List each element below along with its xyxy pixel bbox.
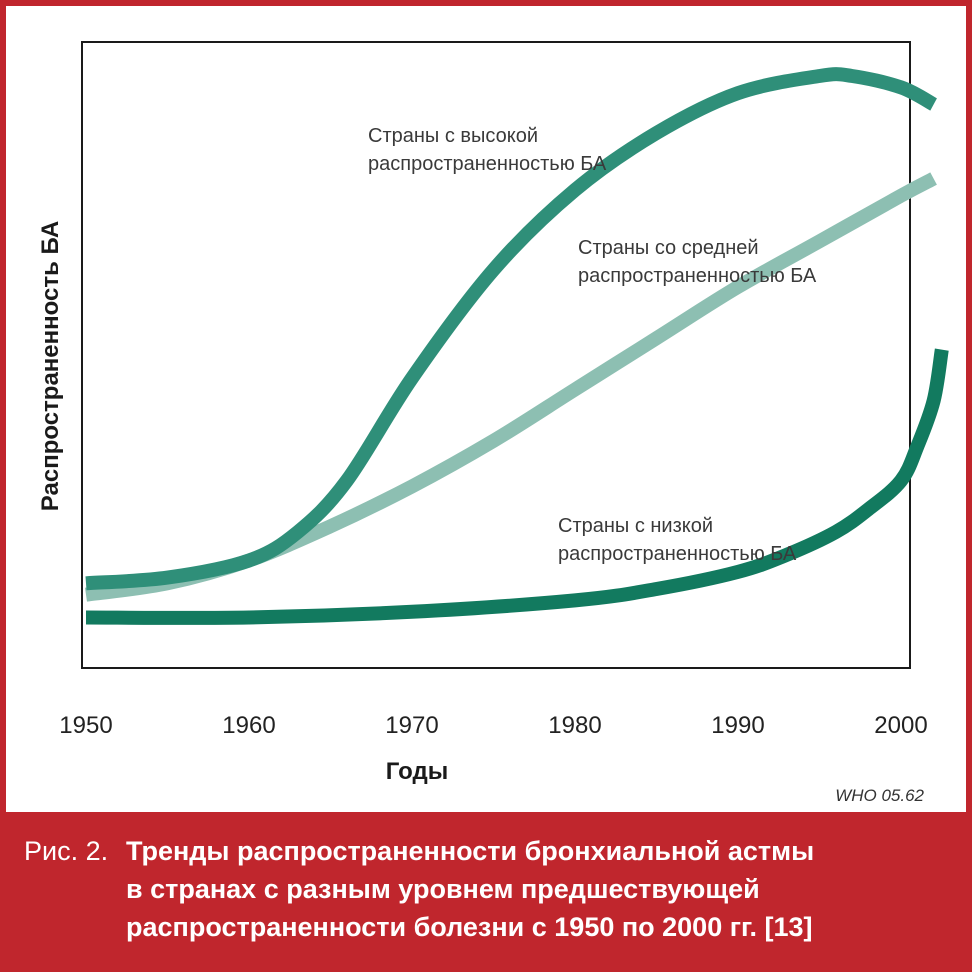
caption-line-1: Рис. 2. Тренды распространенности бронхиа… — [24, 832, 954, 870]
x-axis-label: Годы — [386, 758, 448, 785]
plot-border — [81, 41, 911, 669]
series-label-low-2: распространенностью БА — [558, 543, 797, 565]
x-tick-label-2000: 2000 — [874, 712, 927, 739]
series-line-medium — [85, 172, 937, 602]
x-tick-label-1950: 1950 — [59, 712, 112, 739]
caption-prefix: Рис. 2. — [24, 836, 109, 866]
caption-line-3: распространенности болезни с 1950 по 200… — [24, 908, 954, 946]
x-tick-label-1960: 1960 — [222, 712, 275, 739]
series-label-medium-1: Страны со средней — [578, 237, 759, 259]
x-tick-label-1970: 1970 — [385, 712, 438, 739]
caption-text-1: Тренды распространенности бронхиальной а… — [126, 836, 815, 866]
series-label-high-2: распространенностью БА — [368, 153, 607, 175]
series-label-medium-2: распространенностью БА — [578, 265, 817, 287]
series-line-low — [85, 348, 949, 625]
caption-text-3: распространенности болезни с 1950 по 200… — [126, 912, 813, 942]
chart-area: Страны с высокой распространенностью БА Ст… — [6, 6, 966, 812]
figure-caption: Рис. 2. Тренды распространенности бронхиа… — [24, 832, 954, 946]
x-tick-label-1990: 1990 — [711, 712, 764, 739]
x-tick-label-1980: 1980 — [548, 712, 601, 739]
y-axis-label: Распространенность БА — [37, 221, 64, 511]
series-line-high — [85, 67, 938, 591]
line-chart: Страны с высокой распространенностью БА Ст… — [37, 41, 949, 805]
series-label-low-1: Страны с низкой — [558, 515, 713, 537]
source-credit: WHO 05.62 — [835, 786, 924, 805]
series-label-high-1: Страны с высокой — [368, 125, 538, 147]
caption-line-2: в странах с разным уровнем предшествующе… — [24, 870, 954, 908]
caption-text-2: в странах с разным уровнем предшествующе… — [126, 874, 760, 904]
